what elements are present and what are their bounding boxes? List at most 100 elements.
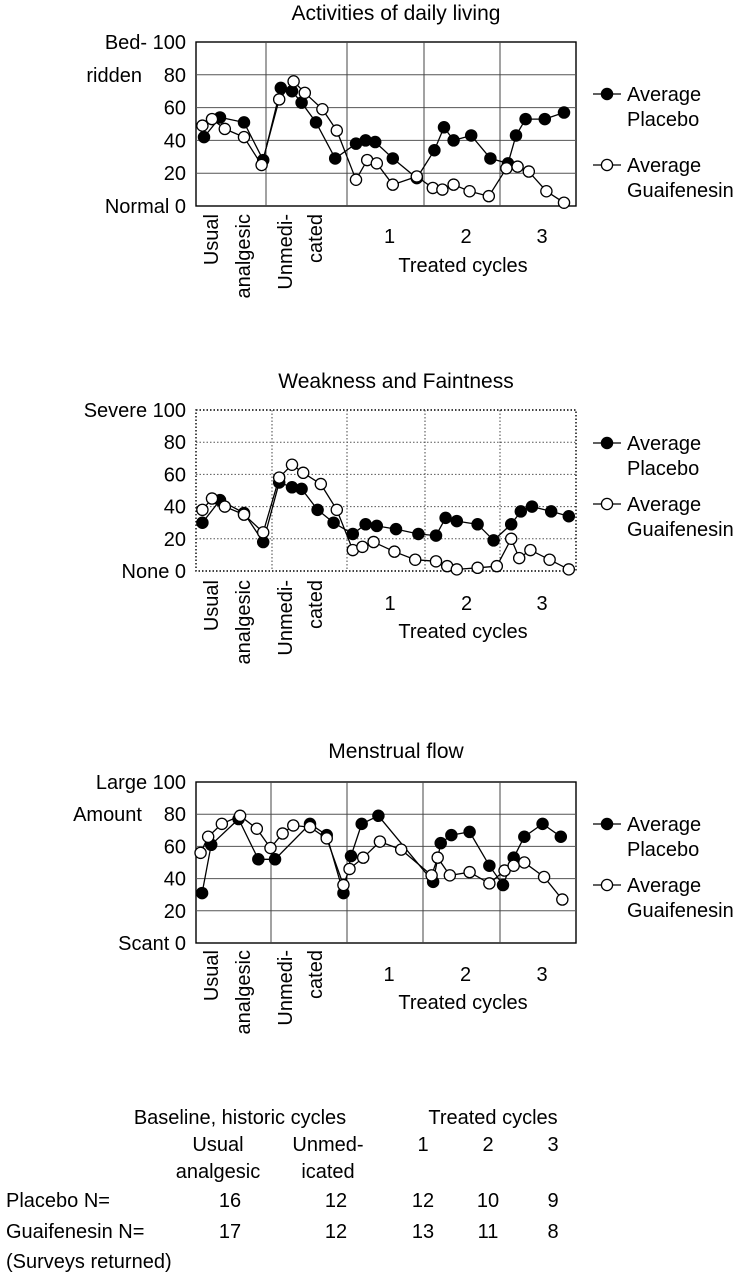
y-tick-label: 40 [164, 497, 186, 519]
placebo-point [370, 519, 384, 533]
legend-placebo-marker [600, 87, 614, 101]
guaifenesin-point [314, 477, 328, 491]
legend-label: Guaifenesin [627, 519, 734, 541]
legend-label: Guaifenesin [627, 180, 734, 202]
cycle-label: 1 [384, 226, 395, 248]
legend-label: Average [627, 433, 701, 455]
guaifenesin-point [562, 563, 576, 576]
guaifenesin-point [316, 102, 329, 116]
guaifenesin-point [196, 503, 209, 517]
period-label: Unmedi- [275, 950, 297, 1026]
guaifenesin-point [373, 835, 387, 848]
y-tick-label: 40 [164, 869, 186, 891]
legend-label: Placebo [627, 839, 699, 861]
guaifenesin-point [330, 503, 344, 517]
guaifenesin-point [201, 830, 215, 843]
placebo-point [487, 534, 500, 547]
guaifenesin-point [264, 841, 277, 855]
legend-label: Placebo [627, 458, 699, 480]
placebo-point [328, 152, 342, 165]
y-tick-label: Scant 0 [118, 933, 186, 955]
guaifenesin-point [272, 471, 286, 484]
y-tick-label: None 0 [122, 561, 187, 583]
placebo-point [311, 503, 324, 517]
legend-label: Placebo [627, 109, 699, 131]
placebo-point [434, 836, 447, 850]
cycle-label: 3 [536, 964, 547, 986]
chart-title: Weakness and Faintness [278, 370, 513, 393]
guaifenesin-point [337, 878, 350, 892]
table-header-treated: Treated cycles [428, 1107, 557, 1129]
placebo-point [359, 518, 372, 531]
guaifenesin-point [394, 843, 408, 856]
y-tick-label: Normal 0 [105, 196, 186, 218]
placebo-point [237, 116, 251, 129]
guaifenesin-point [233, 809, 247, 823]
guaifenesin-point [450, 563, 464, 576]
placebo-point [471, 518, 484, 531]
y-tick-label: Severe 100 [84, 400, 186, 422]
placebo-point [346, 527, 360, 541]
legend-placebo-marker [600, 817, 614, 831]
legend-label: Average [627, 155, 701, 177]
table-row-label: Guaifenesin N= [6, 1221, 144, 1243]
guaifenesin-point [272, 93, 286, 106]
y-tick-label: 80 [164, 804, 186, 826]
placebo-point [344, 849, 358, 863]
placebo-point [309, 116, 323, 129]
placebo-point [428, 143, 441, 157]
guaifenesin-point [218, 122, 232, 136]
placebo-point [386, 152, 400, 165]
guaifenesin-point [205, 492, 219, 505]
guaifenesin-point [218, 500, 232, 513]
legend-label: Average [627, 84, 701, 106]
placebo-point [327, 516, 340, 529]
placebo-point [464, 129, 478, 142]
legend-guaifenesin-marker [600, 158, 614, 172]
period-label: analgesic [233, 580, 255, 665]
plot-area [195, 41, 577, 207]
placebo-point [484, 152, 497, 165]
cycle-axis-label: Treated cycles [398, 255, 527, 277]
cycle-label: 1 [384, 593, 395, 615]
cycle-label: 3 [536, 593, 547, 615]
y-tick-label: 60 [164, 464, 186, 486]
table-col-usual: Usual [192, 1134, 243, 1156]
placebo-point [268, 853, 282, 866]
placebo-point [195, 886, 209, 900]
guaifenesin-point [250, 822, 264, 835]
chart-title: Menstrual flow [328, 740, 464, 763]
guaifenesin-point [490, 559, 504, 573]
guaifenesin-point [447, 178, 460, 191]
guaifenesin-point [215, 817, 229, 831]
guaifenesin-point [296, 466, 310, 480]
guaifenesin-line [202, 80, 565, 204]
guaifenesin-point [356, 851, 370, 864]
placebo-point [519, 112, 532, 126]
placebo-point [429, 529, 443, 542]
period-label: analgesic [233, 214, 255, 299]
placebo-point [196, 516, 209, 529]
table-col-unmedicated: icated [301, 1161, 354, 1183]
guaifenesin-point [256, 526, 270, 539]
legend-guaifenesin-marker [600, 497, 614, 511]
guaifenesin-point [255, 158, 268, 172]
placebo-point [355, 817, 368, 831]
placebo-point [525, 500, 539, 513]
guaifenesin-point [537, 870, 551, 884]
table-col-usual: analgesic [176, 1161, 261, 1183]
period-label: Usual [201, 214, 223, 265]
y-tick-label: 60 [164, 836, 186, 858]
table-cell: 13 [412, 1221, 434, 1243]
table-note: (Surveys returned) [6, 1251, 172, 1273]
guaifenesin-point [237, 130, 251, 144]
guaifenesin-point [320, 832, 333, 845]
placebo-point [412, 527, 425, 541]
table-col-cycle: 3 [547, 1134, 558, 1156]
period-label: cated [305, 950, 327, 999]
guaifenesin-point [431, 851, 444, 864]
y-tick-label: 80 [164, 432, 186, 454]
table-col-cycle: 1 [417, 1134, 428, 1156]
guaifenesin-point [276, 827, 289, 840]
period-label: cated [305, 214, 327, 263]
